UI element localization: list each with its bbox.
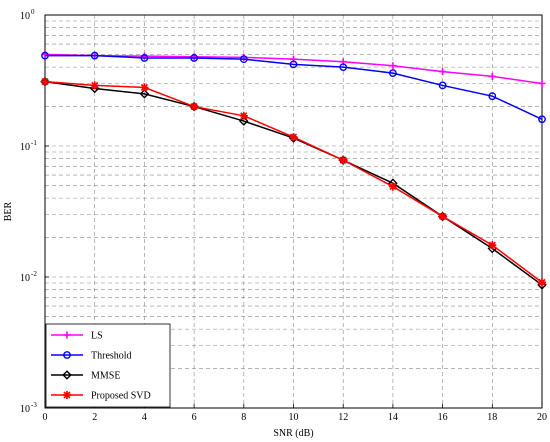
legend-item-ls: LS — [51, 331, 103, 342]
data-point-threshold — [339, 63, 348, 72]
y-tick-exponent: -3 — [31, 401, 37, 409]
y-tick-base: 10 — [20, 273, 30, 284]
y-tick-label: 10 -2 — [20, 270, 37, 284]
data-point-proposed-svd — [41, 77, 49, 86]
x-tick-label: 4 — [142, 412, 147, 423]
x-tick-label: 0 — [43, 412, 48, 423]
data-point-ls — [538, 79, 546, 87]
x-tick-label: 8 — [241, 412, 246, 423]
data-point-threshold — [388, 69, 397, 78]
series-proposed-svd — [41, 77, 546, 287]
y-tick-base: 10 — [20, 404, 30, 415]
y-tick-exponent: -2 — [31, 270, 37, 278]
data-point-threshold — [140, 54, 149, 62]
legend-label-ls: LS — [91, 331, 103, 342]
data-point-proposed-svd — [90, 81, 99, 90]
data-point-threshold — [538, 115, 546, 124]
y-tick-label: 10 -3 — [20, 401, 37, 415]
y-tick-base: 10 — [20, 11, 30, 22]
data-point-ls — [439, 68, 447, 76]
x-axis-label: SNR (dB) — [273, 428, 313, 439]
data-point-threshold — [239, 55, 248, 64]
y-tick-label: 10 -1 — [20, 139, 37, 153]
data-point-proposed-svd — [239, 111, 248, 120]
legend-item-threshold: Threshold — [51, 351, 132, 362]
legend-label-threshold: Threshold — [91, 351, 132, 362]
data-point-proposed-svd — [140, 83, 149, 92]
series-group — [40, 50, 547, 290]
x-axis: 0 2 4 6 8 10 12 14 16 18 20 — [43, 404, 547, 423]
x-tick-label: 12 — [338, 412, 348, 423]
legend-item-proposed-svd: Proposed SVD — [51, 391, 151, 402]
y-tick-exponent: -1 — [31, 139, 37, 147]
legend-marker-threshold — [63, 351, 71, 359]
data-point-threshold — [90, 51, 99, 60]
x-tick-label: 18 — [487, 412, 497, 423]
data-point-threshold — [438, 81, 447, 90]
data-point-threshold — [289, 60, 298, 69]
series-line-threshold — [45, 54, 543, 120]
x-tick-label: 6 — [192, 412, 197, 423]
legend-label-mmse: MMSE — [91, 371, 120, 382]
legend-marker-proposed-svd — [63, 391, 71, 399]
data-point-threshold — [41, 51, 49, 60]
series-threshold — [41, 51, 546, 124]
x-tick-label: 14 — [388, 412, 398, 423]
data-point-proposed-svd — [289, 133, 298, 142]
data-point-proposed-svd — [488, 241, 497, 250]
data-point-proposed-svd — [438, 212, 447, 221]
data-point-mmse — [139, 89, 150, 99]
legend: LS Threshold MMSE Proposed SVD — [45, 323, 171, 408]
y-tick-exponent: 0 — [31, 8, 35, 16]
x-tick-label: 10 — [289, 412, 299, 423]
data-point-proposed-svd — [388, 182, 397, 191]
data-point-ls — [488, 72, 496, 80]
data-point-threshold — [488, 92, 497, 101]
y-tick-base: 10 — [20, 142, 30, 153]
data-point-ls — [389, 62, 397, 70]
y-tick-label: 10 0 — [20, 8, 35, 22]
data-point-proposed-svd — [339, 156, 348, 165]
x-tick-label: 2 — [92, 412, 97, 423]
y-axis-label: BER — [3, 201, 14, 221]
grid-lines — [45, 15, 542, 408]
legend-marker-ls — [63, 331, 71, 339]
data-point-proposed-svd — [190, 102, 199, 111]
data-point-mmse — [239, 116, 249, 126]
legend-label-proposed-svd: Proposed SVD — [91, 391, 151, 402]
data-point-mmse — [537, 280, 547, 290]
legend-item-mmse: MMSE — [51, 370, 120, 382]
x-tick-label: 20 — [537, 412, 547, 423]
data-point-threshold — [190, 54, 199, 62]
data-point-proposed-svd — [538, 278, 546, 287]
x-tick-label: 16 — [438, 412, 448, 423]
legend-marker-mmse — [62, 370, 72, 380]
